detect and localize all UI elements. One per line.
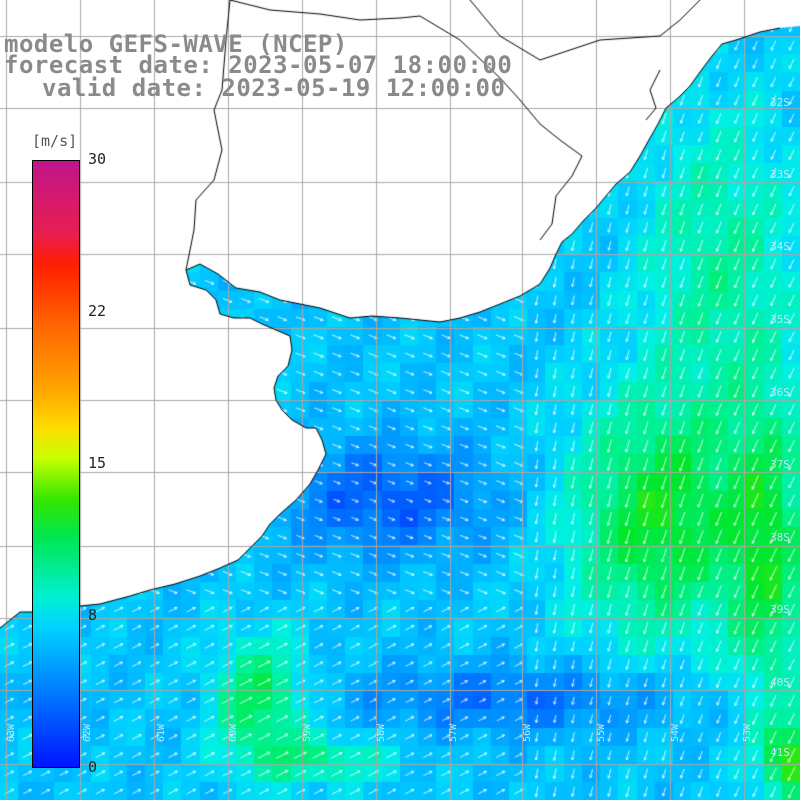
lat-label: 35S bbox=[770, 313, 790, 326]
lon-label: 53W bbox=[742, 723, 753, 742]
lon-label: 59W bbox=[302, 723, 313, 742]
lon-label: 57W bbox=[448, 723, 459, 742]
colorbar-tick-15: 15 bbox=[88, 454, 107, 472]
lat-label: 33S bbox=[770, 168, 790, 181]
lon-label: 58W bbox=[376, 723, 387, 742]
lon-label: 61W bbox=[156, 723, 167, 742]
lat-label: 34S bbox=[770, 240, 790, 253]
lat-label: 40S bbox=[770, 676, 790, 689]
lat-label: 37S bbox=[770, 458, 790, 471]
lon-label: 62W bbox=[82, 723, 93, 742]
colorbar-tick-0: 0 bbox=[88, 758, 98, 776]
model-title: modelo GEFS-WAVE (NCEP) bbox=[4, 30, 348, 58]
lat-label: 38S bbox=[770, 531, 790, 544]
lat-label: 39S bbox=[770, 603, 790, 616]
lon-label: 60W bbox=[228, 723, 239, 742]
colorbar-tick-8: 8 bbox=[88, 606, 98, 624]
lon-label: 54W bbox=[670, 723, 681, 742]
colorbar bbox=[32, 160, 80, 768]
lat-label: 32S bbox=[770, 96, 790, 109]
colorbar-unit: [m/s] bbox=[32, 132, 78, 150]
colorbar-tick-22: 22 bbox=[88, 302, 107, 320]
valid-date: valid date: 2023-05-19 12:00:00 bbox=[42, 74, 506, 102]
lat-label: 36S bbox=[770, 386, 790, 399]
lon-label: 55W bbox=[596, 723, 607, 742]
forecast-date: forecast date: 2023-05-07 18:00:00 bbox=[4, 51, 513, 79]
lon-label: 63W bbox=[6, 723, 17, 742]
lat-label: 41S bbox=[770, 746, 790, 759]
colorbar-tick-30: 30 bbox=[88, 150, 107, 168]
lon-label: 56W bbox=[522, 723, 533, 742]
